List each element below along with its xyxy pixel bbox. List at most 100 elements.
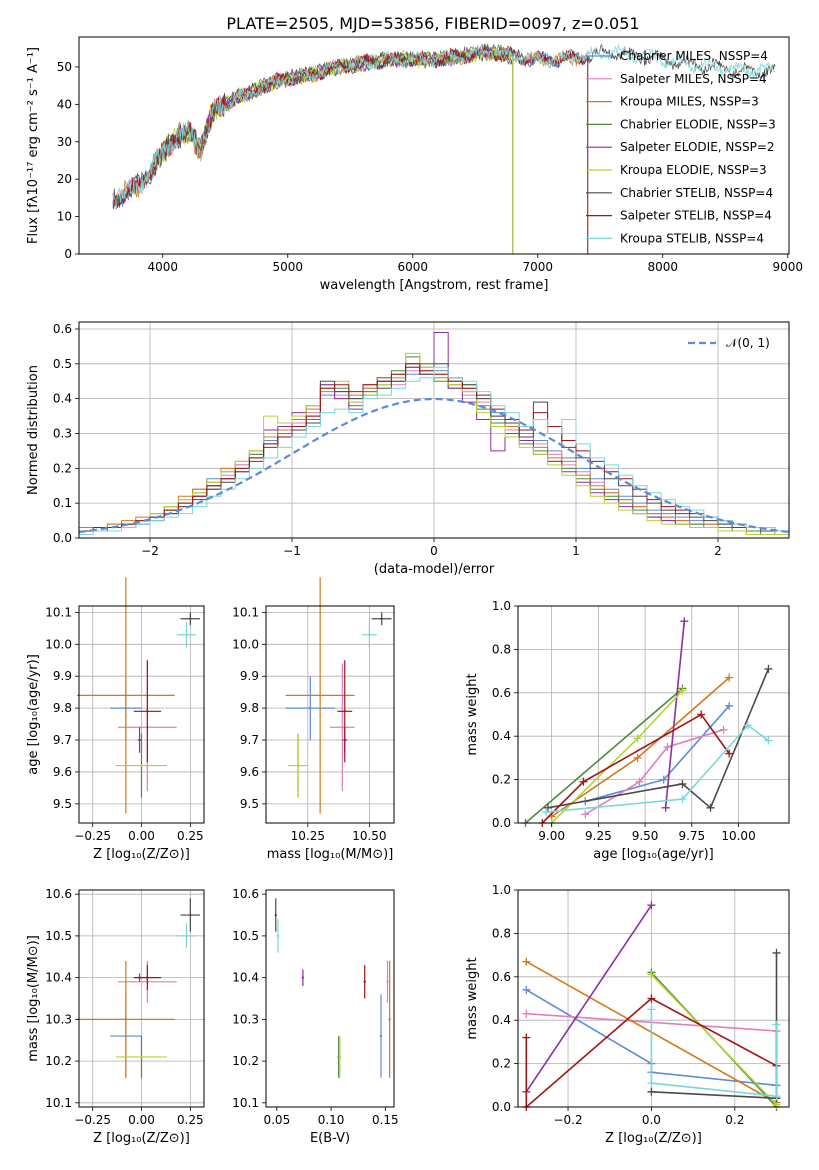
plot-frame <box>517 889 790 1108</box>
y-axis-label: age [log₁₀(age/yr)] <box>26 654 41 775</box>
marker-kroupa-miles <box>522 957 531 966</box>
marker-chabrier-stelib <box>678 779 687 788</box>
x-tick-label: 0.2 <box>725 1113 744 1127</box>
y-tick-label: 1.0 <box>492 883 511 897</box>
point-kroupa-miles <box>124 694 128 697</box>
y-tick-label: 10.0 <box>232 637 259 651</box>
y-tick-label: 30 <box>57 135 72 149</box>
legend-label-chabrier-stelib: Chabrier STELIB, NSSP=4 <box>620 186 773 200</box>
line-kroupa-miles <box>551 676 730 818</box>
line-chabrier-stelib <box>547 668 770 810</box>
point-chabrier-stelib <box>189 913 192 917</box>
point-salpeter-elodie <box>301 976 305 979</box>
spectrum-line-kroupa-stelib <box>112 44 776 209</box>
y-tick-label: 9.6 <box>240 765 259 779</box>
point-chabrier-stelib <box>274 913 277 917</box>
x-axis-label: Z [log₁₀(Z/Z⊙)] <box>605 1131 702 1146</box>
y-tick-label: 0.3 <box>53 426 72 440</box>
y-tick-label: 0.2 <box>492 773 511 787</box>
marker-chabrier-miles <box>659 775 668 784</box>
plot-frame <box>265 889 395 1108</box>
x-axis-label: E(B-V) <box>310 1131 350 1146</box>
y-axis-label: mass weight <box>465 673 480 755</box>
histogram-kroupa-elodie <box>78 352 789 538</box>
normal-curve <box>78 397 790 533</box>
x-tick-label: 0.00 <box>128 1113 155 1127</box>
marker-salpeter-elodie <box>647 901 656 910</box>
marker-salpeter-miles <box>663 743 672 752</box>
y-axis-label: Normed distribution <box>26 365 41 495</box>
point-salpeter-miles <box>341 726 344 729</box>
y-tick-label: 9.9 <box>53 669 72 683</box>
line-salpeter-elodie <box>664 621 686 808</box>
y-tick-label: 9.5 <box>240 797 259 811</box>
x-tick-label: 9.00 <box>538 829 565 843</box>
y-tick-label: 10.2 <box>232 1054 259 1068</box>
marker-salpeter-stelib <box>522 1033 531 1042</box>
legend-label-chabrier-elodie: Chabrier ELODIE, NSSP=3 <box>620 117 776 131</box>
x-tick-label: 0.25 <box>177 829 204 843</box>
histogram-kroupa-stelib <box>78 366 789 538</box>
marker-kroupa-elodie <box>647 970 656 979</box>
marker-chabrier-miles <box>522 985 531 994</box>
line-kroupa-elodie <box>650 974 778 1106</box>
y-tick-label: 0.6 <box>492 686 511 700</box>
y-tick-label: 50 <box>57 60 72 74</box>
spectrum-line-salpeter-elodie <box>149 44 513 177</box>
x-tick-label: 0.15 <box>372 1113 399 1127</box>
x-tick-label: 7000 <box>522 260 553 274</box>
point-kroupa-stelib <box>185 633 188 636</box>
line-salpeter-stelib <box>541 713 730 824</box>
plot-frame <box>78 36 790 255</box>
marker-kroupa-elodie <box>678 686 687 695</box>
x-tick-label: 9.25 <box>585 829 612 843</box>
point-kroupa-elodie <box>140 764 143 767</box>
marker-chabrier-stelib <box>647 1087 656 1096</box>
y-tick-label: 9.8 <box>53 701 72 715</box>
legend-label-kroupa-stelib: Kroupa STELIB, NSSP=4 <box>620 231 764 245</box>
point-kroupa-elodie <box>140 1055 143 1059</box>
y-tick-label: 10.4 <box>45 971 72 985</box>
x-axis-label: (data-model)/error <box>374 562 495 577</box>
legend-label-kroupa-miles: Kroupa MILES, NSSP=3 <box>620 95 759 109</box>
x-axis-label: Z [log₁₀(Z/Z⊙)] <box>93 847 190 862</box>
y-tick-label: 10.3 <box>45 1012 72 1026</box>
marker-salpeter-miles <box>635 777 644 786</box>
y-tick-label: 10.1 <box>45 1096 72 1110</box>
y-tick-label: 0.2 <box>53 461 72 475</box>
z-vs-mass-panel: −0.25 0.00 0.25 10.1 10.2 10.3 10.4 10.5 10.6 Z [… <box>26 887 205 1146</box>
y-tick-label: 10.2 <box>45 1054 72 1068</box>
line-chabrier-elodie <box>524 687 684 824</box>
marker-chabrier-stelib <box>706 803 715 812</box>
x-tick-label: −0.25 <box>74 1113 111 1127</box>
x-tick-label: 0 <box>430 544 438 558</box>
x-tick-label: 0.05 <box>263 1113 290 1127</box>
y-tick-label: 0.6 <box>53 322 72 336</box>
x-axis-label: Z [log₁₀(Z/Z⊙)] <box>93 1131 190 1146</box>
x-tick-label: −0.2 <box>553 1113 582 1127</box>
marker-salpeter-elodie <box>680 617 689 626</box>
y-tick-label: 0.6 <box>492 970 511 984</box>
line-salpeter-elodie <box>525 904 653 1093</box>
y-tick-label: 0.8 <box>492 642 511 656</box>
x-tick-label: 0.10 <box>318 1113 345 1127</box>
y-tick-label: 10.5 <box>232 929 259 943</box>
point-salpeter-stelib <box>146 976 149 979</box>
x-tick-label: 6000 <box>397 260 428 274</box>
mass-vs-age-panel: 10.25 10.50 9.5 9.6 9.7 9.8 9.9 10.0 10.1 mass [l… <box>232 577 395 862</box>
marker-chabrier-miles <box>725 701 734 710</box>
y-tick-label: 10.4 <box>232 971 259 985</box>
point-salpeter-stelib <box>146 710 149 713</box>
marker-kroupa-elodie <box>633 734 642 743</box>
y-tick-label: 0.5 <box>53 357 72 371</box>
x-axis-label: wavelength [Angstrom, rest frame] <box>320 278 549 293</box>
line-kroupa-stelib <box>650 1009 778 1098</box>
point-kroupa-miles <box>124 1018 128 1021</box>
marker-kroupa-stelib <box>772 1020 781 1029</box>
point-kroupa-stelib <box>368 633 371 636</box>
z-vs-weight-panel: −0.2 0.0 0.2 0.0 0.2 0.4 0.6 0.8 1.0 Z [log₁₀(Z/Z… <box>465 883 790 1146</box>
marker-chabrier-stelib <box>772 948 781 957</box>
y-tick-label: 0.0 <box>53 531 72 545</box>
y-tick-label: 9.9 <box>240 669 259 683</box>
